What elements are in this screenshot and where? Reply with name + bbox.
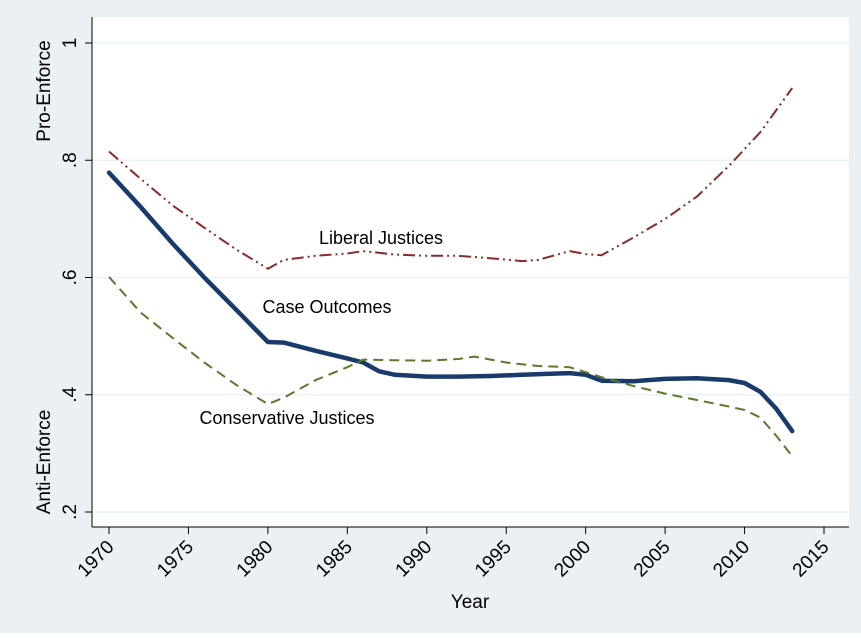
x-tick-label: 1985 [312, 537, 357, 582]
y-tick-label: .8 [60, 152, 81, 168]
annotation-case-outcomes: Case Outcomes [262, 297, 391, 317]
x-tick-label: 2010 [709, 537, 754, 582]
y-tick-label: .2 [60, 504, 81, 520]
x-tick-label: 1970 [74, 537, 119, 582]
x-tick-label: 1995 [471, 537, 516, 582]
annotation-liberal-justices: Liberal Justices [319, 228, 443, 248]
x-tick-label: 1975 [153, 537, 198, 582]
x-tick-label: 1990 [392, 537, 437, 582]
y-tick-label: .4 [60, 386, 81, 402]
x-axis-title: Year [451, 592, 490, 613]
x-tick-label: 2000 [550, 537, 595, 582]
y-tick-label: 1 [60, 38, 81, 49]
y-axis-title-top: Pro-Enforce [34, 40, 55, 141]
y-axis-title-bottom: Anti-Enforce [34, 410, 55, 515]
series-line-conservative-justices [108, 276, 793, 457]
y-tick-label: .6 [60, 270, 81, 286]
plot-area [92, 17, 849, 527]
x-tick-label: 2015 [789, 537, 834, 582]
x-tick-label: 1980 [233, 537, 278, 582]
annotation-conservative-justices: Conservative Justices [199, 408, 374, 428]
x-tick-label: 2005 [630, 537, 675, 582]
series-line-case-outcomes [106, 170, 795, 434]
